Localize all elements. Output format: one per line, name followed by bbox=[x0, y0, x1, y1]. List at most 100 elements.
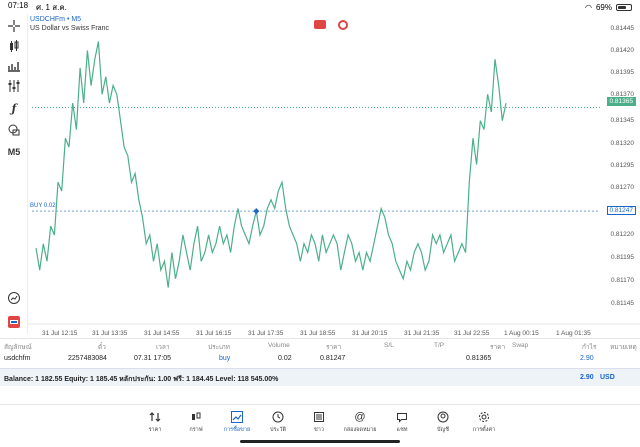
chart-symbol: USDCHFm • M5 bbox=[30, 16, 82, 23]
column-header: Volume bbox=[268, 342, 290, 349]
y-tick: 0.81270 bbox=[610, 184, 635, 191]
column-header: กำไร bbox=[582, 344, 597, 351]
chart-toolbar: ƒ M5 bbox=[0, 14, 28, 334]
chart-canvas bbox=[28, 41, 640, 325]
flag-icon[interactable] bbox=[314, 20, 326, 29]
bottom-nav: ราคา กราฟ การซื้อขาย ประวัติ ข่าว @ กล่อ… bbox=[0, 404, 640, 447]
nav-history[interactable]: ประวัติ bbox=[258, 410, 298, 434]
x-tick: 31 Jul 20:15 bbox=[352, 330, 388, 337]
battery-percent: 69% bbox=[595, 2, 612, 12]
crosshair-icon[interactable] bbox=[4, 18, 24, 34]
status-time: 07:18 bbox=[8, 0, 29, 10]
x-tick: 31 Jul 12:15 bbox=[42, 330, 78, 337]
nav-trade[interactable]: การซื้อขาย bbox=[217, 410, 257, 434]
quotes-icon bbox=[135, 410, 175, 424]
position-volume: 0.02 bbox=[278, 355, 292, 362]
function-icon[interactable]: ƒ bbox=[11, 101, 17, 115]
y-tick: 0.81345 bbox=[610, 117, 635, 124]
column-header: ราคา bbox=[326, 344, 342, 351]
indicators-icon[interactable] bbox=[4, 78, 24, 94]
candles-icon[interactable] bbox=[4, 38, 24, 54]
buy-price-tag: 0.81247 bbox=[606, 206, 636, 215]
current-price-tag: 0.81365 bbox=[606, 97, 636, 106]
nav-label: การซื้อขาย bbox=[223, 427, 251, 433]
balance-bar: Balance: 1 182.55 Equity: 1 185.45 หลักป… bbox=[0, 368, 640, 386]
nav-label: กราฟ bbox=[189, 427, 203, 433]
nav-label: แชท bbox=[396, 427, 408, 433]
position-time: 07.31 17:05 bbox=[134, 355, 171, 362]
buy-order-label[interactable]: BUY 0.02 bbox=[30, 203, 56, 209]
column-header: ตั๋ว bbox=[98, 344, 106, 351]
y-tick: 0.81220 bbox=[610, 231, 635, 238]
market-status-icon[interactable] bbox=[338, 20, 348, 30]
position-symbol: usdchfm bbox=[4, 355, 31, 362]
y-tick: 0.81295 bbox=[610, 162, 635, 169]
one-click-trading-icon[interactable] bbox=[4, 314, 24, 330]
nav-label: การตั้งค่า bbox=[472, 427, 496, 433]
x-tick: 31 Jul 13:35 bbox=[92, 330, 128, 337]
x-tick: 1 Aug 01:35 bbox=[556, 330, 591, 337]
position-profit: 2.90 bbox=[580, 355, 594, 362]
column-header: หมายเหตุ bbox=[610, 344, 637, 351]
trade-icon bbox=[217, 410, 257, 424]
account-currency: USD bbox=[600, 374, 615, 381]
y-tick: 0.81320 bbox=[610, 140, 635, 147]
column-header: T/P bbox=[434, 342, 445, 349]
y-tick: 0.81145 bbox=[610, 300, 634, 307]
nav-chat[interactable]: แชท bbox=[382, 410, 422, 434]
y-tick: 0.81445 bbox=[610, 25, 635, 32]
wifi-icon: ◠ bbox=[585, 2, 592, 12]
price-chart[interactable]: USDCHFm • M5 US Dollar vs Swiss Franc 0.… bbox=[28, 14, 640, 338]
price-line-series bbox=[35, 41, 507, 288]
nav-label: ประวัติ bbox=[269, 427, 287, 433]
nav-label: ราคา bbox=[148, 427, 162, 433]
column-header: ประเภท bbox=[208, 344, 230, 351]
nav-quotes[interactable]: ราคา bbox=[135, 410, 175, 434]
status-bar: 07:18 ศ. 1 ส.ค. ◠ 69% bbox=[0, 0, 640, 14]
chart-icon bbox=[176, 410, 216, 424]
x-tick: 31 Jul 18:55 bbox=[300, 330, 336, 337]
position-type: buy bbox=[219, 355, 231, 362]
nav-mailbox[interactable]: @ กล่องจดหมาย bbox=[340, 410, 380, 434]
x-tick: 31 Jul 14:55 bbox=[144, 330, 180, 337]
timeframe-label[interactable]: M5 bbox=[7, 147, 21, 157]
mailbox-icon: @ bbox=[354, 411, 366, 423]
column-header: สัญลักษณ์ bbox=[4, 344, 32, 351]
y-tick: 0.81420 bbox=[610, 47, 635, 54]
table-row[interactable]: usdchfm 2257483084 07.31 17:05 buy 0.02 … bbox=[0, 352, 640, 368]
positions-table-header: สัญลักษณ์ ตั๋ว เวลา ประเภท Volume ราคา S… bbox=[0, 338, 640, 352]
nav-news[interactable]: ข่าว bbox=[299, 410, 339, 434]
settings-icon bbox=[464, 410, 504, 424]
account-icon bbox=[423, 410, 463, 424]
nav-account[interactable]: บัญชี bbox=[423, 410, 463, 434]
nav-label: กล่องจดหมาย bbox=[343, 427, 377, 433]
x-tick: 1 Aug 00:15 bbox=[504, 330, 539, 337]
nav-chart[interactable]: กราฟ bbox=[176, 410, 216, 434]
history-icon bbox=[258, 410, 298, 424]
battery-icon bbox=[616, 3, 632, 11]
buy-entry-marker[interactable] bbox=[253, 208, 260, 215]
y-tick: 0.81395 bbox=[610, 69, 635, 76]
balance-summary: Balance: 1 182.55 Equity: 1 185.45 หลักป… bbox=[4, 376, 279, 383]
y-tick: 0.81195 bbox=[610, 254, 634, 261]
position-current-price: 0.81365 bbox=[466, 355, 492, 362]
nav-settings[interactable]: การตั้งค่า bbox=[464, 410, 504, 434]
x-tick: 31 Jul 17:35 bbox=[248, 330, 284, 337]
column-header: ราคา bbox=[490, 344, 506, 351]
news-icon bbox=[299, 410, 339, 424]
bars-icon[interactable] bbox=[4, 58, 24, 74]
chart-description: US Dollar vs Swiss Franc bbox=[30, 25, 109, 32]
total-profit: 2.90 bbox=[580, 374, 594, 381]
zoom-icon[interactable] bbox=[4, 290, 24, 306]
nav-label: ข่าว bbox=[314, 427, 324, 433]
nav-label: บัญชี bbox=[437, 427, 449, 433]
x-tick: 31 Jul 21:35 bbox=[404, 330, 440, 337]
position-ticket: 2257483084 bbox=[68, 355, 107, 362]
home-indicator bbox=[240, 440, 400, 443]
chat-icon bbox=[382, 410, 422, 424]
column-header: Swap bbox=[512, 342, 529, 349]
x-tick: 31 Jul 16:15 bbox=[196, 330, 232, 337]
status-date: ศ. 1 ส.ค. bbox=[36, 2, 67, 12]
y-tick: 0.81370 bbox=[610, 91, 635, 98]
objects-icon[interactable] bbox=[4, 122, 24, 138]
